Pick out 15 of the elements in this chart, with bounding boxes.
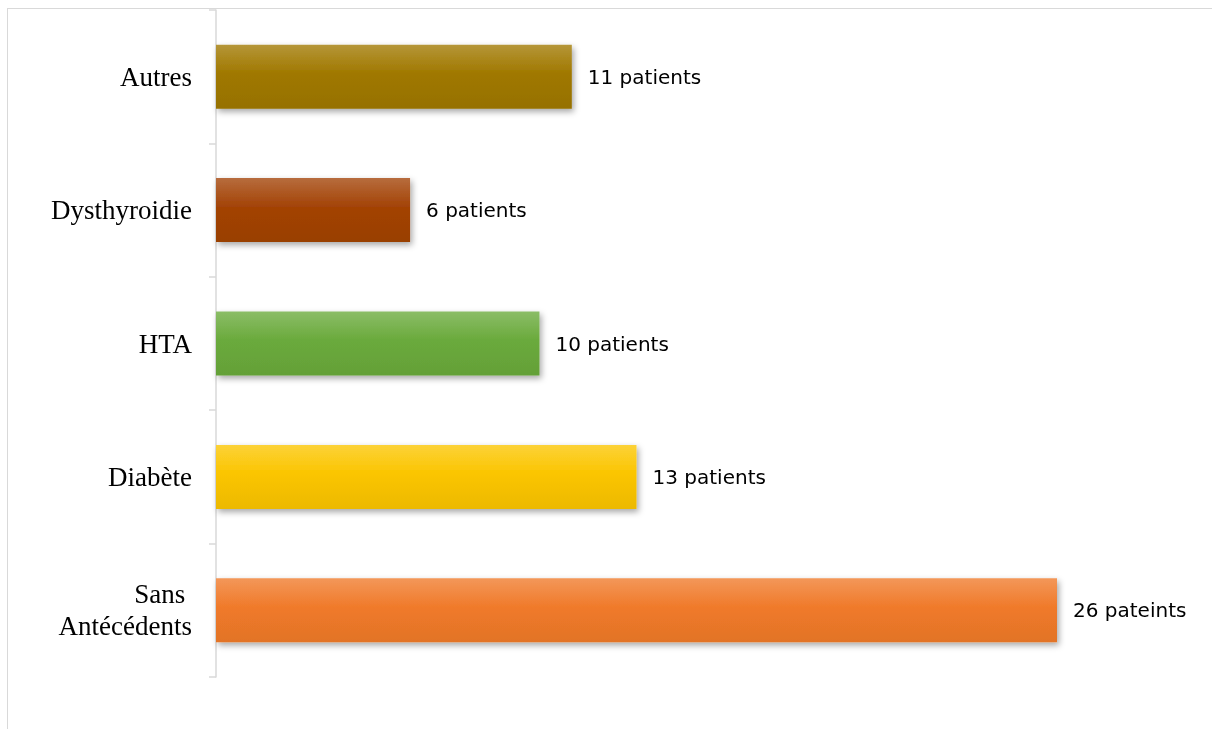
bar bbox=[216, 578, 1057, 643]
y-tick-label: HTA bbox=[138, 328, 193, 359]
data-label: 13 patients bbox=[652, 464, 766, 489]
data-label: 6 patients bbox=[426, 198, 527, 223]
data-label: 11 patients bbox=[587, 64, 702, 89]
bar bbox=[216, 311, 540, 376]
data-label: 26 pateints bbox=[1073, 598, 1187, 623]
bar bbox=[216, 178, 411, 243]
y-tick-label: Sans Antécédents bbox=[58, 579, 192, 642]
bar bbox=[216, 44, 572, 109]
y-tick-label: Autres bbox=[120, 61, 192, 92]
y-tick-label: Diabète bbox=[108, 461, 193, 492]
data-label: 10 patients bbox=[555, 331, 669, 356]
bar bbox=[216, 444, 637, 509]
y-tick-label: Dysthyroidie bbox=[51, 195, 192, 226]
